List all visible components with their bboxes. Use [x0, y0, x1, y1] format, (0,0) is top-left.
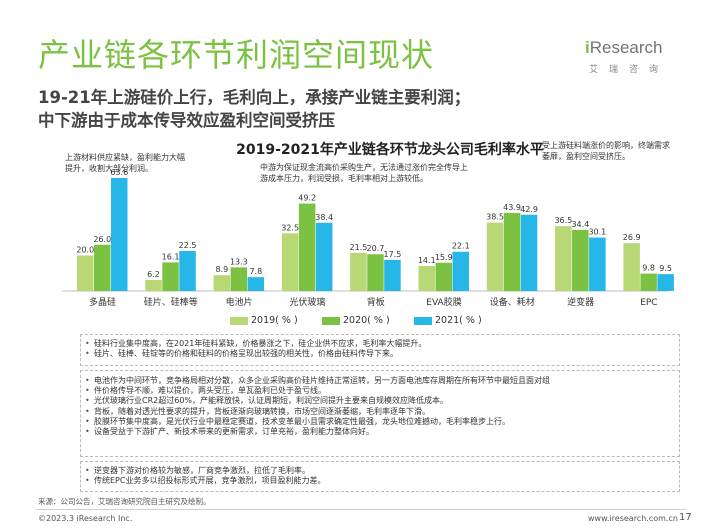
bar-2020 — [572, 229, 589, 291]
bar-value-label: 63.6 — [110, 168, 128, 177]
website-link[interactable]: www.iresearch.com.cn — [588, 514, 678, 523]
copyright: ©2023.3 iResearch Inc. — [38, 514, 133, 523]
analysis-bullet: 传统EPC业务多以招投标形式开展，竞争激烈，项目盈利能力差。 — [81, 476, 679, 486]
bar-2020 — [230, 267, 248, 291]
category-label: 设备、耗材 — [490, 296, 535, 308]
bar-2019 — [77, 255, 94, 291]
bar-value-label: 16.1 — [162, 252, 180, 261]
bar-2021 — [315, 222, 333, 291]
bar-2021 — [452, 251, 469, 291]
bar-2019 — [486, 222, 504, 291]
analysis-bullet: 背板，随着对透光性要求的提升，背板逐渐向玻璃转换，市场空间逐渐萎缩，毛利率逐年下… — [81, 407, 679, 417]
legend-item-2019: 2019( % ) — [230, 315, 298, 326]
iresearch-logo: iResearch 艾瑞咨询 — [585, 38, 680, 78]
bar-2021 — [384, 259, 401, 291]
legend-swatch-2021 — [414, 316, 432, 325]
bar-value-label: 26.9 — [623, 233, 641, 242]
bar-value-label: 8.9 — [215, 265, 228, 274]
legend-item-2021: 2021( % ) — [414, 315, 482, 326]
bar-2021 — [179, 251, 196, 291]
bar-2019 — [350, 252, 367, 291]
bar-2020 — [94, 244, 111, 291]
bar-value-label: 36.5 — [554, 216, 572, 225]
bar-2020 — [298, 203, 316, 291]
analysis-bullet: 硅片、硅棒、硅锭等的价格和硅料的价格呈现出较强的相关性，价格由硅料传导下来。 — [81, 349, 679, 359]
annotation-downstream: 受上游硅料端涨价的影响，终端需求萎靡，盈利空间受挤压。 — [542, 141, 670, 161]
page-subtitle: 19-21年上游硅价上行，毛利向上，承接产业链主要利润； 中下游由于成本传导效应… — [38, 86, 470, 132]
analysis-bullet: 硅料行业集中度高，在2021年硅料紧缺，价格暴涨之下，硅企业供不应求，毛利率大幅… — [81, 339, 679, 349]
bar-2019 — [145, 279, 162, 291]
chart-title: 2019-2021年产业链各环节龙头公司毛利率水平 — [236, 142, 544, 158]
bar-value-label: 26.0 — [93, 235, 111, 244]
bar-value-label: 20.0 — [76, 245, 94, 254]
subtitle-line-2: 中下游由于成本传导效应盈利空间受挤压 — [38, 111, 335, 130]
page-number: 17 — [679, 512, 692, 523]
bar-value-label: 22.1 — [452, 242, 470, 251]
analysis-bullet: 胶膜环节集中度高，是光伏行业中最稳定赛道，技术变革最小且需求确定性最强，龙头地位… — [81, 417, 679, 427]
bar-value-label: 15.9 — [435, 253, 453, 262]
analysis-bullet: 光伏玻璃行业CR2超过60%，产能释放快，认证周期短，利润空间提升主要来自规模效… — [81, 396, 679, 406]
category-label: 逆变器 — [567, 296, 594, 308]
legend-swatch-2020 — [322, 316, 340, 325]
category-label: 多晶硅 — [89, 296, 116, 308]
bar-2021 — [589, 237, 606, 291]
bar-value-label: 22.5 — [179, 241, 197, 250]
analysis-box-upstream: 硅料行业集中度高，在2021年硅料紧缺，价格暴涨之下，硅企业供不应求，毛利率大幅… — [80, 334, 680, 366]
footer-divider — [36, 509, 686, 510]
legend-item-2020: 2020( % ) — [322, 315, 390, 326]
bar-2020 — [503, 213, 521, 291]
bar-value-label: 42.9 — [520, 205, 538, 214]
bar-2021 — [111, 178, 128, 291]
logo-chinese-name: 艾瑞咨询 — [589, 65, 670, 75]
page-title: 产业链各环节利润空间现状 — [38, 36, 435, 74]
analysis-box-midstream: 电池作为中间环节，竞争格局相对分散，众多企业采购高价硅片维持正常运转，另一方面电… — [80, 370, 680, 457]
subtitle-line-1: 19-21年上游硅价上行，毛利向上，承接产业链主要利润； — [38, 88, 471, 107]
bar-value-label: 30.1 — [588, 228, 606, 237]
category-label: 光伏玻璃 — [289, 296, 325, 308]
bar-2019 — [418, 265, 435, 291]
annotation-midstream: 中游为保证现金流高价采购生产，无法通过涨价完全传导上游成本压力，利润受损，毛利率… — [260, 163, 468, 183]
bar-2021 — [520, 214, 538, 291]
bar-2019 — [213, 275, 231, 291]
bar-value-label: 13.3 — [230, 257, 248, 266]
category-label: 电池片 — [226, 296, 253, 308]
bar-value-label: 6.2 — [147, 270, 160, 279]
annotation-upstream: 上游材料供应紧缺，盈利能力大幅提升，收割大部分利润。 — [65, 153, 185, 173]
analysis-box-downstream: 逆变器下游对价格较为敏感，厂商竞争激烈，拉低了毛利率。 传统EPC业务多以招投标… — [80, 461, 680, 492]
bar-2019 — [555, 226, 572, 291]
bar-value-label: 49.2 — [298, 194, 316, 203]
category-label: EVA胶膜 — [426, 296, 461, 308]
bar-2020 — [162, 262, 179, 291]
category-label: EPC — [640, 298, 657, 308]
bar-value-label: 9.8 — [642, 264, 655, 273]
bar-2020 — [367, 254, 384, 291]
bar-value-label: 38.4 — [315, 213, 333, 222]
bar-2021 — [657, 274, 674, 291]
bar-value-label: 43.9 — [503, 203, 521, 212]
bar-2020 — [640, 273, 657, 291]
bar-value-label: 32.5 — [281, 223, 299, 232]
bar-value-label: 21.5 — [350, 243, 368, 252]
bar-value-label: 14.1 — [418, 256, 436, 265]
category-label: 背板 — [367, 296, 385, 308]
analysis-bullet: 逆变器下游对价格较为敏感，厂商竞争激烈，拉低了毛利率。 — [81, 466, 679, 476]
bar-value-label: 20.7 — [367, 244, 385, 253]
analysis-bullet-continued: 件价格传导不顺，难以提价，两头受压，单瓦盈利已处于盈亏线。 — [81, 386, 679, 396]
bar-2019 — [623, 243, 640, 291]
logo-wordmark: iResearch — [585, 38, 663, 57]
legend-swatch-2019 — [230, 316, 248, 325]
bar-value-label: 9.5 — [659, 264, 672, 273]
analysis-bullet: 设备受益于下游扩产、新技术带来的更新需求，订单充裕，盈利能力整体向好。 — [81, 427, 679, 437]
bar-value-label: 34.4 — [571, 220, 589, 229]
bar-value-label: 7.8 — [249, 267, 262, 276]
category-label: 硅片、硅棒等 — [144, 296, 198, 308]
bar-value-label: 17.5 — [384, 250, 402, 259]
bar-2020 — [435, 262, 452, 291]
bar-value-label: 38.5 — [486, 213, 504, 222]
bar-2021 — [247, 277, 265, 291]
analysis-bullet: 电池作为中间环节，竞争格局相对分散，众多企业采购高价硅片维持正常运转，另一方面电… — [81, 376, 679, 386]
bar-2019 — [281, 233, 299, 291]
source-note: 来源：公司公告，艾瑞咨询研究院自主研究及绘制。 — [38, 497, 211, 506]
